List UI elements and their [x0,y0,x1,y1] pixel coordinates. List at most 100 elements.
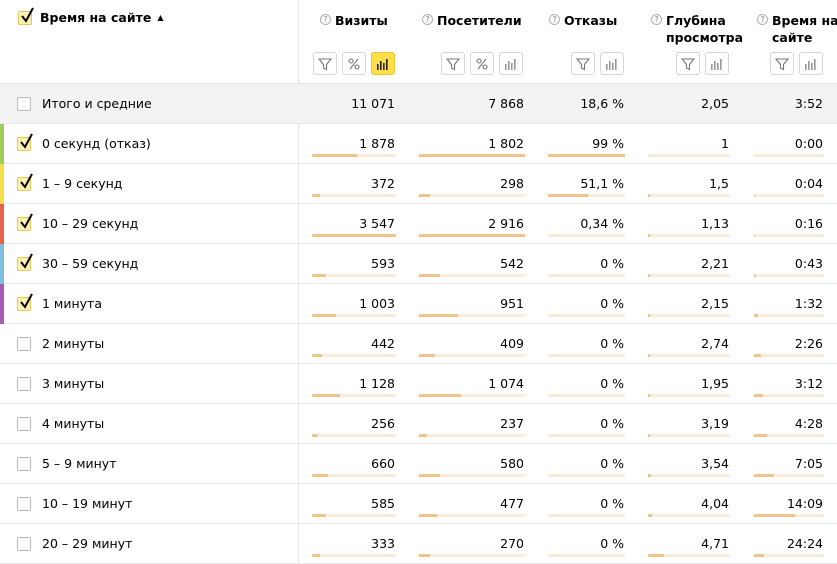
row-checkbox[interactable] [17,537,31,551]
series-color-stripe [0,164,4,204]
share-bar-track [312,234,396,237]
cell-bounce: 0 % [600,496,624,511]
cell-depth: 3,19 [701,416,729,431]
cell-time: 0:04 [794,176,823,191]
share-bar-track [548,554,625,557]
share-bar-fill [648,354,650,357]
cell-bounce: 0 % [600,536,624,551]
cell-bounce: 0 % [600,296,624,311]
filter-button[interactable] [441,52,465,75]
row-checkbox[interactable] [17,213,33,231]
bar-chart-button[interactable] [799,52,823,75]
share-bar-fill [419,314,458,317]
share-bar-fill [312,274,326,277]
row-checkbox[interactable] [17,497,31,511]
row-checkbox[interactable] [17,457,31,471]
filter-button[interactable] [571,52,595,75]
table-row[interactable]: 2 минуты 442 409 0 % 2,74 2:26 [0,324,837,364]
share-bar-fill [419,234,525,237]
row-checkbox[interactable] [17,97,31,111]
cell-bounce: 18,6 % [580,96,624,111]
share-bar-track [648,434,730,437]
bar-chart-button[interactable] [371,52,395,75]
help-icon[interactable]: ? [651,14,662,25]
filter-button[interactable] [770,52,794,75]
help-icon[interactable]: ? [549,14,560,25]
bar-chart-icon [804,57,818,71]
share-bar-track [648,274,730,277]
row-checkbox[interactable] [17,293,33,311]
cell-time: 2:26 [794,336,823,351]
table-row[interactable]: 0 секунд (отказ) 1 878 1 802 99 % 1 0:00 [0,124,837,164]
table-row[interactable]: 20 – 29 минут 333 270 0 % 4,71 24:24 [0,524,837,564]
cell-visits: 1 128 [359,376,395,391]
share-bar-track [419,554,525,557]
share-bar-fill [419,354,435,357]
bar-chart-button[interactable] [600,52,624,75]
metric-header-visits[interactable]: ? Визиты [320,12,415,29]
share-bar-fill [754,434,767,437]
filter-icon [318,57,332,71]
table-row[interactable]: 1 – 9 секунд 372 298 51,1 % 1,5 0:04 [0,164,837,204]
checkmark-icon [20,133,33,149]
share-bar-track [754,554,824,557]
cell-visitors: 580 [500,456,524,471]
share-bar-fill [754,274,756,277]
share-bar-track [548,474,625,477]
row-checkbox[interactable] [17,253,33,271]
share-bar-fill [548,194,588,197]
cell-visitors: 409 [500,336,524,351]
share-bar-track [754,314,824,317]
share-bar-track [419,314,525,317]
table-row[interactable]: 30 – 59 секунд 593 542 0 % 2,21 0:43 [0,244,837,284]
row-checkbox[interactable] [17,417,31,431]
share-bar-fill [312,554,320,557]
filter-button[interactable] [313,52,337,75]
row-checkbox[interactable] [17,133,33,151]
bar-chart-button[interactable] [705,52,729,75]
share-bar-fill [648,474,651,477]
row-checkbox[interactable] [17,173,33,191]
cell-depth: 1,13 [701,216,729,231]
bar-chart-button[interactable] [499,52,523,75]
row-label: 1 – 9 секунд [42,176,123,191]
share-bar-track [754,434,824,437]
cell-visitors: 542 [500,256,524,271]
share-bar-track [312,154,396,157]
row-checkbox[interactable] [17,377,31,391]
series-color-stripe [0,284,4,324]
total-row[interactable]: Итого и средние 11 071 7 868 18,6 % 2,05 3:52 [0,84,837,124]
select-all-checkbox[interactable] [18,7,34,25]
percent-button[interactable] [470,52,494,75]
sort-asc-icon[interactable]: ▲ [157,13,164,22]
metric-header-time[interactable]: ? Время на сайте [757,12,837,46]
share-bar-fill [419,474,440,477]
table-row[interactable]: 10 – 19 минут 585 477 0 % 4,04 14:09 [0,484,837,524]
metric-header-label: Отказы [564,13,618,28]
share-bar-track [754,194,824,197]
share-bar-track [648,194,730,197]
table-row[interactable]: 10 – 29 секунд 3 547 2 916 0,34 % 1,13 0:16 [0,204,837,244]
share-bar-track [648,154,730,157]
help-icon[interactable]: ? [320,14,331,25]
table-row[interactable]: 1 минута 1 003 951 0 % 2,15 1:32 [0,284,837,324]
table-row[interactable]: 3 минуты 1 128 1 074 0 % 1,95 3:12 [0,364,837,404]
share-bar-track [419,154,525,157]
row-checkbox[interactable] [17,337,31,351]
help-icon[interactable]: ? [757,14,768,25]
table-row[interactable]: 5 – 9 минут 660 580 0 % 3,54 7:05 [0,444,837,484]
metric-header-depth[interactable]: ? Глубина просмотра [651,12,746,46]
help-icon[interactable]: ? [422,14,433,25]
filter-button[interactable] [676,52,700,75]
dimension-header[interactable]: Время на сайте ▲ [18,7,164,25]
metric-header-visitors[interactable]: ? Посетители [422,12,522,29]
share-bar-fill [754,314,758,317]
metric-header-bounce[interactable]: ? Отказы [549,12,644,29]
share-bar-track [754,474,824,477]
percent-button[interactable] [342,52,366,75]
share-bar-fill [648,314,650,317]
table-row[interactable]: 4 минуты 256 237 0 % 3,19 4:28 [0,404,837,444]
bar-chart-icon [605,57,619,71]
share-bar-track [419,274,525,277]
share-bar-fill [754,554,764,557]
